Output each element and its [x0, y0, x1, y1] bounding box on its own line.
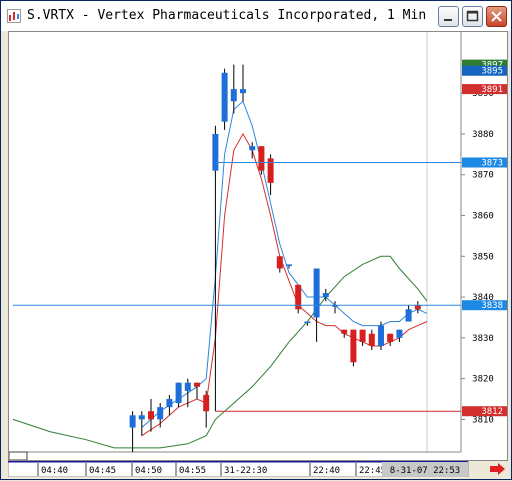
indicator-line-1 [141, 132, 428, 437]
candle-body [405, 309, 412, 322]
candle-body [341, 329, 348, 334]
price-tick-label: 3880 [472, 130, 494, 140]
chart-app-icon [7, 9, 21, 23]
candle-body [396, 329, 403, 338]
indicator-lines [12, 100, 428, 449]
time-tick-label: 04:55 [179, 466, 206, 476]
minimize-button[interactable] [438, 6, 459, 27]
price-tick-label: 3820 [472, 375, 494, 385]
price-tick-label: 3830 [472, 334, 494, 344]
maximize-button[interactable] [462, 6, 483, 27]
candle-body [129, 415, 136, 428]
candle-body [267, 158, 274, 183]
price-tick-label: 3850 [472, 252, 494, 262]
candle-body [194, 382, 200, 387]
time-tick-label: 04:45 [89, 466, 116, 476]
candle-body [157, 407, 164, 420]
candle-body [212, 133, 219, 171]
candle-body [368, 333, 375, 346]
close-button[interactable] [486, 6, 507, 27]
candle-body [286, 264, 292, 266]
price-axis: 3810 3820 3830 3840 3850 3860 3870 3880 3890 [461, 89, 494, 425]
candle-body [322, 292, 329, 298]
candle-body [240, 89, 246, 94]
chart-grid [9, 32, 462, 453]
price-tag-label: 3812 [481, 407, 503, 417]
window-title: S.VRTX - Vertex Pharmaceuticals Incorpor… [27, 8, 427, 23]
time-axis-svg: 04:40 04:45 04:50 04:55 31-22:30 22:40 22:45 8-… [7, 460, 505, 478]
price-tag-label: 3895 [481, 67, 503, 77]
candle-body [249, 146, 256, 151]
candle-body [387, 333, 394, 342]
price-tag-label: 3838 [481, 301, 503, 311]
minimize-icon [444, 19, 452, 21]
candle-body [175, 382, 182, 404]
maximize-icon [466, 10, 479, 22]
candles [129, 64, 421, 452]
price-tick-label: 3840 [472, 293, 494, 303]
candle-body [313, 268, 320, 318]
candle-body [378, 325, 384, 346]
candle-body [230, 89, 237, 102]
indicator-line-2 [12, 255, 428, 449]
indicator-line-0 [141, 100, 428, 428]
price-tag [462, 300, 507, 311]
time-axis[interactable]: 04:40 04:45 04:50 04:55 31-22:30 22:40 22:45 8-… [7, 460, 508, 478]
corner-box[interactable] [8, 451, 28, 461]
candle-body [414, 305, 421, 310]
candle-body [184, 382, 191, 391]
price-tag [462, 65, 507, 76]
price-level-lines [13, 161, 461, 412]
candle-body [258, 146, 265, 171]
time-tick-label: 04:40 [41, 466, 68, 476]
candle-body [295, 284, 302, 310]
candle-body [221, 72, 228, 122]
time-tick-label: 22:40 [313, 466, 340, 476]
candle-body [304, 321, 311, 324]
candle-body [203, 394, 210, 412]
price-tag-label: 3897 [481, 61, 503, 71]
candle-body [350, 329, 357, 363]
time-readout: 8-31-07 22:53 [390, 466, 460, 476]
price-tick-label: 3860 [472, 211, 494, 221]
price-tick-label: 3890 [472, 89, 494, 99]
candle-body [138, 415, 145, 420]
price-tick-label: 3810 [472, 415, 494, 425]
chart-area[interactable]: 3810 3820 3830 3840 3850 3860 3870 3880 3890 389… [8, 31, 508, 461]
price-tag-label: 3891 [481, 85, 503, 95]
time-tick-label: 31-22:30 [224, 466, 267, 476]
price-tag [462, 84, 507, 95]
close-icon [491, 11, 502, 22]
candle-body [148, 411, 154, 420]
candle-body [332, 305, 338, 307]
candle-body [166, 398, 173, 408]
time-tick-label: 22:45 [359, 466, 386, 476]
price-tag-label: 3873 [481, 158, 503, 168]
candle-body [276, 256, 283, 269]
price-tag [462, 59, 507, 70]
price-chart[interactable]: 3810 3820 3830 3840 3850 3860 3870 3880 3890 389… [8, 32, 507, 461]
title-bar[interactable]: S.VRTX - Vertex Pharmaceuticals Incorpor… [1, 1, 511, 31]
scroll-right-arrow-icon[interactable] [490, 463, 505, 475]
time-tick-label: 04:50 [135, 466, 162, 476]
price-tag [462, 406, 507, 417]
price-tag [462, 157, 507, 168]
time-readout-box [382, 462, 468, 476]
candle-body [359, 329, 366, 342]
price-tick-label: 3870 [472, 171, 494, 181]
